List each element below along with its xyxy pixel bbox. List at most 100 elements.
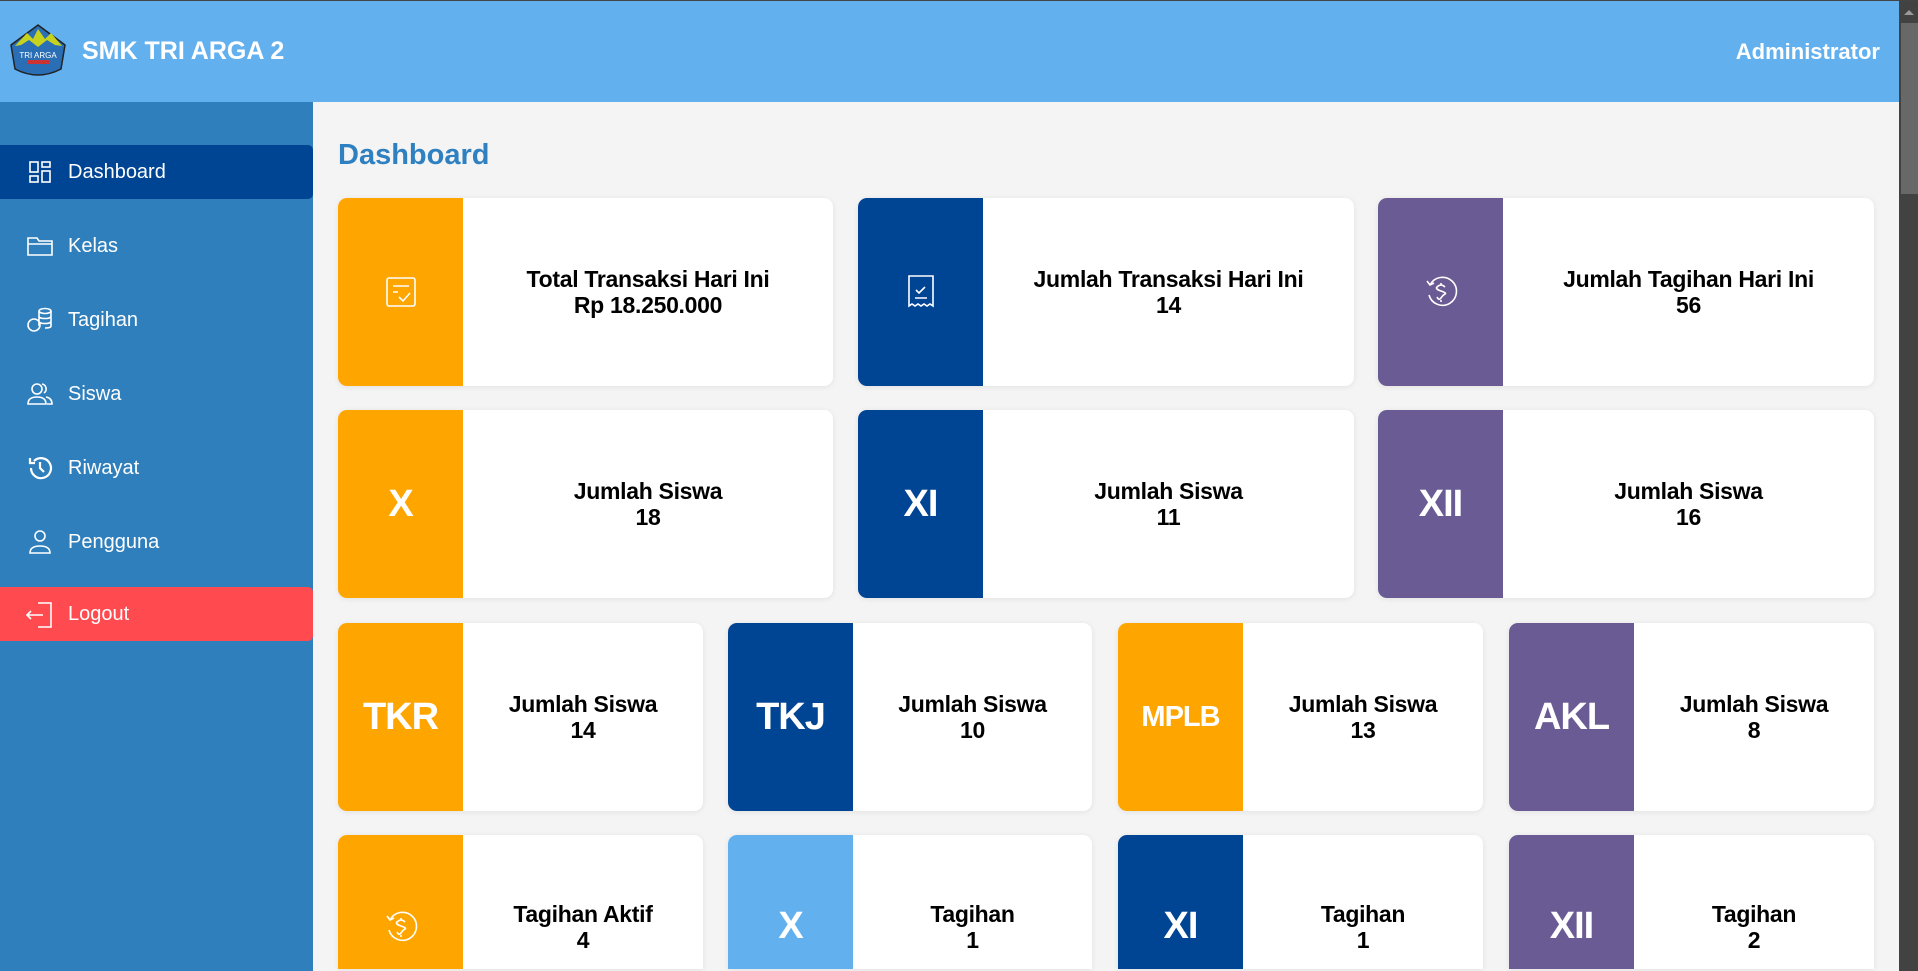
card-badge — [338, 835, 463, 969]
card-body: Jumlah Siswa 8 — [1634, 623, 1874, 811]
sidebar: Dashboard Kelas Tagihan Siswa Riwayat Pe… — [0, 102, 313, 971]
card-body: Jumlah Siswa 13 — [1243, 623, 1483, 811]
card-value: Rp 18.250.000 — [573, 292, 723, 318]
stat-card[interactable]: MPLB Jumlah Siswa 13 — [1118, 623, 1483, 811]
card-body: Tagihan 1 — [1243, 835, 1483, 969]
sidebar-item-label: Logout — [68, 602, 130, 625]
card-badge: TKJ — [728, 623, 853, 811]
page-title: Dashboard — [338, 139, 490, 171]
card-label: Tagihan — [930, 901, 1015, 927]
card-badge: X — [728, 835, 853, 969]
stat-card[interactable]: TKR Jumlah Siswa 14 — [338, 623, 703, 811]
card-body: Tagihan Aktif 4 — [463, 835, 703, 969]
sidebar-item-kelas[interactable]: Kelas — [0, 219, 313, 273]
stat-card[interactable]: TKJ Jumlah Siswa 10 — [728, 623, 1092, 811]
card-body: Jumlah Siswa 18 — [463, 410, 833, 598]
checklist-icon — [385, 277, 416, 307]
dollar-cycle-icon — [1425, 276, 1457, 307]
stat-card[interactable]: XII Jumlah Siswa 16 — [1378, 410, 1874, 598]
card-label: Jumlah Siswa — [1679, 691, 1829, 717]
card-badge — [858, 198, 983, 386]
stat-card[interactable]: Tagihan Aktif 4 — [338, 835, 703, 969]
logout-button[interactable]: Logout — [0, 587, 313, 641]
stat-card[interactable]: AKL Jumlah Siswa 8 — [1509, 623, 1874, 811]
card-badge: AKL — [1509, 623, 1634, 811]
card-value: 14 — [1156, 292, 1181, 318]
card-label: Total Transaksi Hari Ini — [526, 266, 770, 292]
card-body: Jumlah Transaksi Hari Ini 14 — [983, 198, 1354, 386]
logout-icon — [26, 602, 52, 628]
scrollbar[interactable] — [1899, 1, 1918, 971]
card-body: Tagihan 1 — [853, 835, 1092, 969]
scroll-up-arrow[interactable] — [1904, 10, 1914, 15]
sidebar-item-label: Pengguna — [68, 530, 160, 553]
card-value: 8 — [1747, 717, 1761, 743]
user-name[interactable]: Administrator — [1735, 39, 1880, 64]
card-body: Total Transaksi Hari Ini Rp 18.250.000 — [463, 198, 833, 386]
card-value: 1 — [966, 927, 979, 953]
stat-card[interactable]: XII Tagihan 2 — [1509, 835, 1874, 969]
card-value: 4 — [576, 927, 590, 953]
card-body: Jumlah Siswa 16 — [1503, 410, 1874, 598]
card-label: Jumlah Siswa — [508, 691, 658, 717]
card-badge: XII — [1509, 835, 1634, 969]
user-icon — [29, 530, 51, 554]
users-icon — [27, 383, 53, 405]
card-body: Tagihan 2 — [1634, 835, 1874, 969]
sidebar-item-pengguna[interactable]: Pengguna — [0, 515, 313, 569]
sidebar-item-label: Riwayat — [68, 456, 140, 479]
svg-text:TRI ARGA: TRI ARGA — [19, 51, 57, 60]
card-body: Jumlah Siswa 11 — [983, 410, 1354, 598]
stat-card[interactable]: X Jumlah Siswa 18 — [338, 410, 833, 598]
card-value: 10 — [960, 717, 985, 743]
stat-card[interactable]: Jumlah Tagihan Hari Ini 56 — [1378, 198, 1874, 386]
sidebar-item-label: Dashboard — [68, 160, 166, 183]
card-label: Jumlah Siswa — [573, 478, 723, 504]
stat-card[interactable]: Jumlah Transaksi Hari Ini 14 — [858, 198, 1354, 386]
sidebar-item-tagihan[interactable]: Tagihan — [0, 293, 313, 347]
card-body: Jumlah Siswa 14 — [463, 623, 703, 811]
card-badge: XI — [1118, 835, 1243, 969]
main-content: Dashboard Total Transaksi Hari Ini Rp 18.… — [313, 102, 1899, 971]
card-badge — [1378, 198, 1503, 386]
folder-icon — [27, 237, 53, 256]
card-value: 18 — [635, 504, 661, 530]
card-label: Tagihan — [1320, 901, 1406, 927]
sidebar-item-label: Siswa — [68, 382, 122, 405]
stat-card[interactable]: XI Tagihan 1 — [1118, 835, 1483, 969]
card-badge: X — [338, 410, 463, 598]
card-badge — [338, 198, 463, 386]
card-value: 2 — [1747, 927, 1761, 953]
sidebar-item-label: Kelas — [68, 234, 119, 257]
dashboard-icon — [29, 161, 51, 183]
card-badge: TKR — [338, 623, 463, 811]
card-value: 56 — [1676, 292, 1701, 318]
card-value: 16 — [1676, 504, 1701, 530]
stat-card[interactable]: Total Transaksi Hari Ini Rp 18.250.000 — [338, 198, 833, 386]
card-label: Tagihan Aktif — [513, 901, 653, 927]
stat-card[interactable]: X Tagihan 1 — [728, 835, 1092, 969]
card-label: Jumlah Siswa — [1288, 691, 1438, 717]
card-badge: XI — [858, 410, 983, 598]
card-label: Jumlah Siswa — [1614, 478, 1763, 504]
card-label: Jumlah Siswa — [1094, 478, 1243, 504]
card-value: 11 — [1156, 504, 1181, 530]
receipt-icon — [907, 275, 934, 308]
window-border — [0, 0, 1918, 1]
dollar-cycle-icon — [385, 911, 417, 942]
scrollbar-thumb[interactable] — [1901, 23, 1918, 194]
card-badge: MPLB — [1118, 623, 1243, 811]
card-label: Tagihan — [1711, 901, 1797, 927]
card-body: Jumlah Siswa 10 — [853, 623, 1092, 811]
top-header: TRI ARGA SMK TRI ARGA 2 Administrator — [0, 1, 1899, 102]
card-body: Jumlah Tagihan Hari Ini 56 — [1503, 198, 1874, 386]
card-value: 14 — [570, 717, 596, 743]
school-name: SMK TRI ARGA 2 — [82, 37, 285, 65]
sidebar-item-dashboard[interactable]: Dashboard — [0, 145, 313, 199]
stat-card[interactable]: XI Jumlah Siswa 11 — [858, 410, 1354, 598]
coins-icon — [27, 307, 52, 332]
card-label: Jumlah Siswa — [898, 691, 1047, 717]
sidebar-item-siswa[interactable]: Siswa — [0, 367, 313, 421]
sidebar-item-riwayat[interactable]: Riwayat — [0, 441, 313, 495]
card-value: 13 — [1350, 717, 1376, 743]
